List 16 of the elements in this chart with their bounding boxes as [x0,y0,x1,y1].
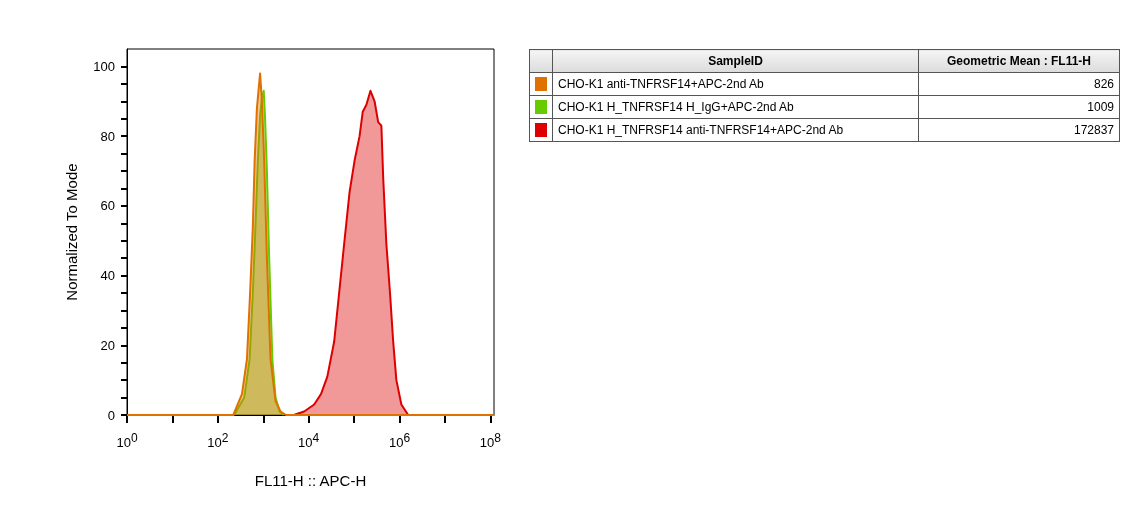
text: 826 [918,72,1120,96]
y-tick-label: 20 [100,337,115,353]
legend-label: CHO-K1 H_TNFRSF14 H_IgG+APC-2nd Ab [552,95,919,119]
text: 172837 [918,118,1120,142]
y-axis-title: Normalized To Mode [63,163,80,301]
text: Geometric Mean : FL11-H [918,49,1120,73]
y-tick-label: 80 [100,128,115,144]
y-tick-label: 40 [100,268,115,284]
x-axis-title: FL11-H :: APC-H [254,472,367,489]
y-tick-label: 0 [107,407,115,423]
text: 1009 [918,95,1120,119]
legend-label: CHO-K1 anti-TNFRSF14+APC-2nd Ab [552,72,919,96]
legend-title: SampleID [552,49,919,73]
y-tick-label: 100 [93,58,115,74]
legend-label: CHO-K1 H_TNFRSF14 anti-TNFRSF14+APC-2nd Ab [552,118,919,142]
y-tick-label: 60 [100,198,115,214]
